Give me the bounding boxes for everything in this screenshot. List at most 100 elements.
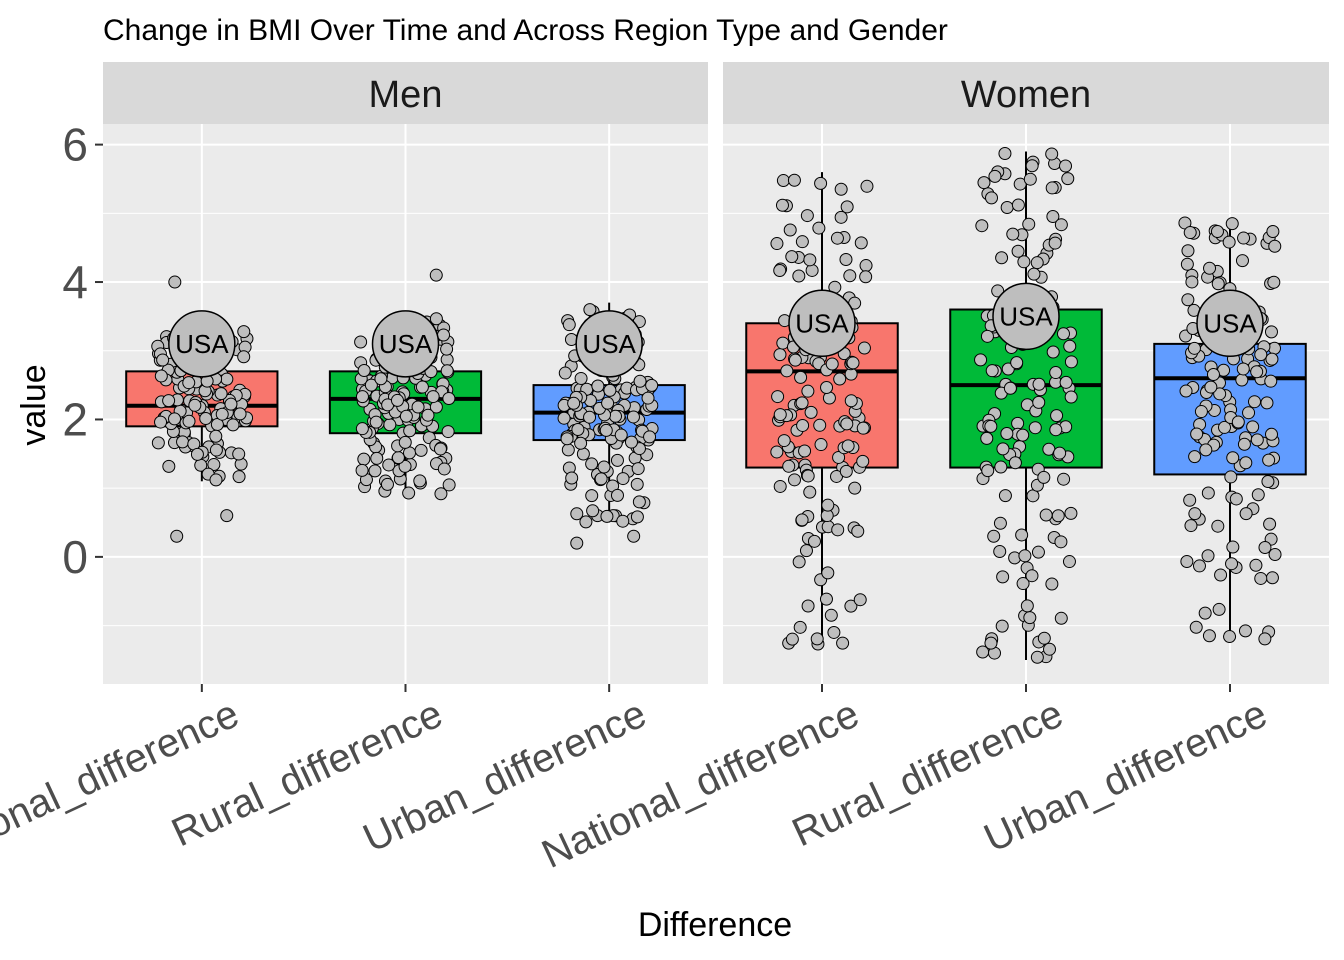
data-point bbox=[1198, 606, 1212, 620]
data-point bbox=[1022, 217, 1036, 231]
data-point bbox=[1249, 558, 1263, 572]
data-point bbox=[993, 544, 1007, 558]
data-point bbox=[775, 198, 789, 212]
data-point bbox=[220, 372, 234, 386]
usa-marker bbox=[788, 289, 856, 358]
y-tick-label: 6 bbox=[62, 119, 88, 171]
data-point bbox=[414, 443, 428, 457]
data-point bbox=[975, 219, 989, 233]
data-point bbox=[1063, 339, 1077, 353]
data-point bbox=[182, 414, 196, 428]
data-point bbox=[1251, 488, 1265, 502]
data-point bbox=[215, 407, 229, 421]
data-point bbox=[188, 398, 202, 412]
data-point bbox=[795, 513, 809, 527]
data-point bbox=[579, 515, 593, 529]
data-point bbox=[594, 472, 608, 486]
data-point bbox=[1265, 352, 1279, 366]
data-point bbox=[565, 471, 579, 485]
facet-strip bbox=[723, 62, 1329, 124]
data-point bbox=[1268, 239, 1282, 253]
data-point bbox=[442, 478, 456, 492]
data-point bbox=[609, 409, 623, 423]
data-point bbox=[402, 486, 416, 500]
facet-strip-label: Women bbox=[961, 74, 1091, 116]
data-point bbox=[232, 447, 246, 461]
data-point bbox=[1028, 421, 1042, 435]
data-point bbox=[1051, 509, 1065, 523]
data-point bbox=[1059, 159, 1073, 173]
box-urban_difference: USA bbox=[532, 302, 686, 550]
data-point bbox=[1064, 390, 1078, 404]
data-point bbox=[848, 481, 862, 495]
data-point bbox=[1242, 406, 1256, 420]
data-point bbox=[788, 353, 802, 367]
data-point bbox=[801, 384, 815, 398]
data-point bbox=[641, 391, 655, 405]
data-point bbox=[1260, 396, 1274, 410]
data-point bbox=[1059, 375, 1073, 389]
data-point bbox=[1049, 423, 1063, 437]
data-point bbox=[1226, 451, 1240, 465]
facet-panels: MenUSANational_differenceUSARural_differ… bbox=[0, 62, 1329, 877]
chart-title: Change in BMI Over Time and Across Regio… bbox=[103, 14, 948, 47]
data-point bbox=[1025, 159, 1039, 173]
data-point bbox=[1031, 545, 1045, 559]
data-point bbox=[226, 418, 240, 432]
data-point bbox=[1054, 611, 1068, 625]
data-point bbox=[1237, 231, 1251, 245]
data-point bbox=[777, 434, 791, 448]
data-point bbox=[413, 474, 427, 488]
data-point bbox=[1266, 225, 1280, 239]
data-point bbox=[560, 432, 574, 446]
data-point bbox=[834, 210, 848, 224]
data-point bbox=[1239, 507, 1253, 521]
data-point bbox=[1048, 236, 1062, 250]
data-point bbox=[368, 464, 382, 478]
data-point bbox=[442, 392, 456, 406]
data-point bbox=[839, 464, 853, 478]
data-point bbox=[1237, 437, 1251, 451]
data-point bbox=[794, 370, 808, 384]
box-national_difference: USA bbox=[125, 275, 279, 543]
data-point bbox=[974, 353, 988, 367]
data-point bbox=[1264, 374, 1278, 388]
data-point bbox=[1053, 446, 1067, 460]
data-point bbox=[1225, 217, 1239, 231]
box-national_difference: USA bbox=[745, 172, 899, 651]
data-point bbox=[586, 504, 600, 518]
data-point bbox=[630, 477, 644, 491]
data-point bbox=[355, 390, 369, 404]
data-point bbox=[591, 379, 605, 393]
y-tick-label: 2 bbox=[62, 393, 88, 445]
outlier-point bbox=[429, 268, 443, 282]
data-point bbox=[792, 555, 806, 569]
data-point bbox=[1261, 475, 1275, 489]
data-point bbox=[782, 459, 796, 473]
data-point bbox=[814, 438, 828, 452]
data-point bbox=[812, 221, 826, 235]
box-rural_difference: USA bbox=[328, 268, 483, 501]
data-point bbox=[840, 417, 854, 431]
data-point bbox=[374, 372, 388, 386]
data-point bbox=[224, 397, 238, 411]
data-point bbox=[162, 394, 176, 408]
data-point bbox=[985, 364, 999, 378]
data-point bbox=[844, 599, 858, 613]
data-point bbox=[787, 473, 801, 487]
data-point bbox=[991, 284, 1005, 298]
data-point bbox=[793, 620, 807, 634]
data-point bbox=[630, 510, 644, 524]
data-point bbox=[1258, 632, 1272, 646]
data-point bbox=[1203, 261, 1217, 275]
data-point bbox=[1037, 470, 1051, 484]
data-point bbox=[841, 439, 855, 453]
facet-strip-label: Men bbox=[369, 74, 443, 116]
data-point bbox=[801, 599, 815, 613]
data-point bbox=[1231, 415, 1245, 429]
data-point bbox=[441, 425, 455, 439]
data-point bbox=[421, 408, 435, 422]
data-point bbox=[998, 146, 1012, 160]
data-point bbox=[1062, 555, 1076, 569]
data-point bbox=[643, 430, 657, 444]
